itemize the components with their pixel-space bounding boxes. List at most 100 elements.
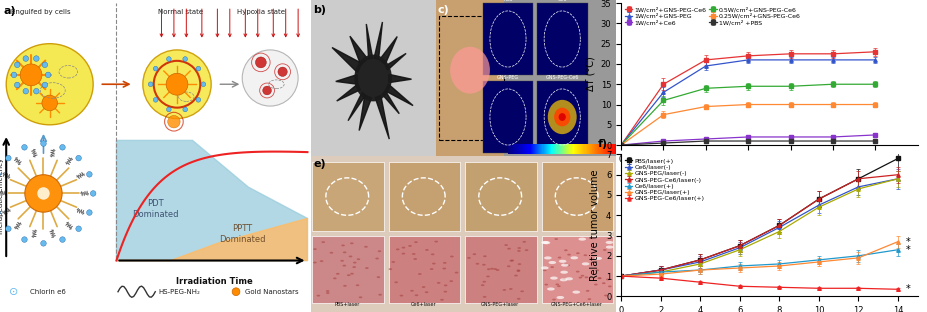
Bar bbox=[465, 236, 537, 303]
Ellipse shape bbox=[349, 256, 352, 257]
Text: HS-PEG-NH₂: HS-PEG-NH₂ bbox=[159, 289, 200, 295]
Legend: PBS/laser(+), Ce6/laser(-), GNS-PEG/laser(-), GNS-PEG-Ce6/laser(-), Ce6/laser(+): PBS/laser(+), Ce6/laser(-), GNS-PEG/lase… bbox=[624, 158, 705, 202]
Bar bbox=[483, 81, 533, 153]
Ellipse shape bbox=[313, 248, 317, 250]
Polygon shape bbox=[117, 140, 308, 261]
Ellipse shape bbox=[435, 241, 438, 242]
Ellipse shape bbox=[606, 246, 614, 249]
Ellipse shape bbox=[443, 291, 447, 293]
Ellipse shape bbox=[594, 257, 602, 260]
Ellipse shape bbox=[326, 292, 330, 294]
Bar bbox=[612, 144, 613, 154]
Bar bbox=[510, 144, 511, 154]
Bar bbox=[537, 3, 588, 75]
Bar bbox=[483, 3, 533, 75]
Ellipse shape bbox=[400, 295, 403, 296]
Bar bbox=[565, 144, 566, 154]
Bar bbox=[614, 144, 615, 154]
Ellipse shape bbox=[414, 294, 418, 296]
Ellipse shape bbox=[606, 279, 610, 280]
Ellipse shape bbox=[352, 266, 356, 268]
Text: c): c) bbox=[438, 5, 450, 15]
Polygon shape bbox=[386, 53, 406, 70]
Text: GNS-PEG: GNS-PEG bbox=[497, 75, 519, 80]
Ellipse shape bbox=[396, 248, 400, 250]
Ellipse shape bbox=[354, 55, 392, 101]
Ellipse shape bbox=[455, 272, 458, 274]
Text: GNS-PEG+laser: GNS-PEG+laser bbox=[481, 302, 519, 307]
Ellipse shape bbox=[576, 271, 579, 273]
Ellipse shape bbox=[168, 115, 180, 128]
Ellipse shape bbox=[604, 295, 608, 296]
Text: GNS-PEG-Ce6: GNS-PEG-Ce6 bbox=[545, 75, 579, 80]
Bar bbox=[550, 144, 551, 154]
Polygon shape bbox=[348, 92, 365, 121]
Ellipse shape bbox=[543, 269, 547, 271]
Bar bbox=[606, 144, 607, 154]
Bar bbox=[587, 144, 588, 154]
Y-axis label: Relative tumor volume: Relative tumor volume bbox=[590, 170, 601, 281]
Bar bbox=[548, 144, 549, 154]
Ellipse shape bbox=[602, 282, 605, 284]
Bar bbox=[555, 144, 556, 154]
Ellipse shape bbox=[542, 241, 551, 244]
Bar bbox=[569, 144, 570, 154]
Polygon shape bbox=[382, 90, 400, 114]
Bar bbox=[509, 144, 510, 154]
Ellipse shape bbox=[566, 264, 570, 266]
Ellipse shape bbox=[401, 247, 405, 249]
Text: Hypoxia state: Hypoxia state bbox=[237, 9, 285, 15]
Ellipse shape bbox=[278, 67, 287, 76]
Bar bbox=[529, 144, 530, 154]
Bar bbox=[537, 144, 539, 154]
Text: PPTT
Dominated: PPTT Dominated bbox=[219, 224, 265, 244]
Ellipse shape bbox=[388, 268, 392, 270]
Ellipse shape bbox=[507, 248, 511, 250]
Ellipse shape bbox=[76, 155, 82, 161]
Ellipse shape bbox=[357, 258, 361, 260]
Ellipse shape bbox=[493, 268, 497, 270]
Polygon shape bbox=[349, 36, 368, 65]
Ellipse shape bbox=[482, 281, 486, 283]
Ellipse shape bbox=[196, 97, 200, 102]
Ellipse shape bbox=[42, 62, 47, 68]
Ellipse shape bbox=[588, 298, 591, 300]
Ellipse shape bbox=[451, 47, 489, 94]
Ellipse shape bbox=[413, 258, 417, 260]
Ellipse shape bbox=[510, 260, 514, 262]
Ellipse shape bbox=[583, 254, 587, 256]
Ellipse shape bbox=[166, 73, 188, 95]
Bar bbox=[540, 144, 541, 154]
Text: 50℃: 50℃ bbox=[599, 156, 611, 161]
Bar bbox=[593, 144, 594, 154]
Bar bbox=[592, 144, 593, 154]
Ellipse shape bbox=[41, 241, 46, 246]
Text: 25℃: 25℃ bbox=[508, 156, 520, 161]
Ellipse shape bbox=[343, 251, 347, 253]
Ellipse shape bbox=[431, 253, 435, 255]
Text: Engulfed by cells: Engulfed by cells bbox=[10, 9, 70, 15]
Bar bbox=[536, 144, 537, 154]
Ellipse shape bbox=[422, 286, 425, 288]
Bar bbox=[554, 144, 555, 154]
Polygon shape bbox=[388, 74, 412, 83]
Bar bbox=[577, 144, 578, 154]
Bar bbox=[519, 144, 520, 154]
Ellipse shape bbox=[516, 270, 520, 271]
Text: Gold Nanostars: Gold Nanostars bbox=[246, 289, 298, 295]
Bar bbox=[521, 144, 522, 154]
Bar bbox=[524, 144, 526, 154]
Ellipse shape bbox=[467, 257, 471, 259]
Bar bbox=[312, 162, 384, 231]
Text: *: * bbox=[906, 284, 910, 294]
Ellipse shape bbox=[483, 296, 487, 298]
Ellipse shape bbox=[153, 66, 158, 71]
Ellipse shape bbox=[598, 277, 602, 279]
Ellipse shape bbox=[42, 82, 47, 88]
Text: *: * bbox=[906, 245, 910, 255]
Ellipse shape bbox=[594, 284, 598, 285]
Ellipse shape bbox=[578, 277, 582, 279]
Bar bbox=[560, 144, 561, 154]
Ellipse shape bbox=[23, 56, 29, 61]
Bar bbox=[595, 144, 596, 154]
